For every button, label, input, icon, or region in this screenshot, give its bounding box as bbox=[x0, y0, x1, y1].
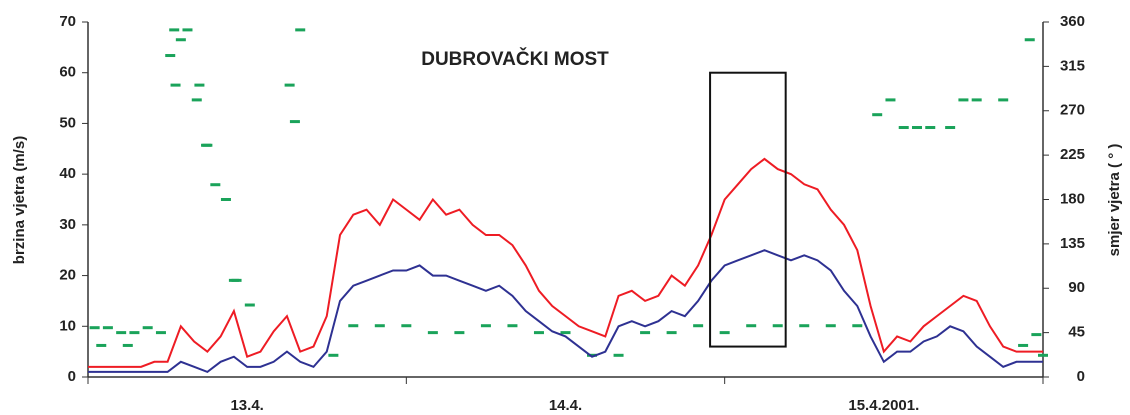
direction-point bbox=[142, 326, 153, 330]
direction-point bbox=[693, 324, 704, 328]
direction-point bbox=[945, 126, 956, 130]
direction-point bbox=[885, 98, 896, 102]
direction-point bbox=[613, 353, 624, 357]
highlight-box bbox=[709, 71, 787, 348]
direction-point bbox=[799, 324, 810, 328]
y-tick-label: 40 bbox=[59, 165, 76, 182]
direction-point bbox=[560, 331, 571, 335]
direction-point bbox=[102, 326, 113, 330]
direction-point bbox=[1031, 333, 1042, 337]
direction-point bbox=[122, 343, 133, 347]
y2-tick-label: 135 bbox=[1060, 235, 1085, 252]
direction-point bbox=[182, 28, 193, 32]
direction-point bbox=[89, 326, 100, 330]
y-tick-label: 10 bbox=[59, 317, 76, 334]
y2-tick-label: 0 bbox=[1077, 368, 1085, 385]
direction-point bbox=[348, 324, 359, 328]
y2-tick-label: 360 bbox=[1060, 13, 1085, 30]
direction-point bbox=[925, 126, 936, 130]
y2-axis-label: smjer vjetra ( ° ) bbox=[1106, 144, 1123, 257]
direction-point bbox=[454, 331, 465, 335]
y-tick-label: 60 bbox=[59, 64, 76, 81]
direction-point bbox=[427, 331, 438, 335]
direction-point bbox=[231, 278, 242, 282]
y-tick-label: 50 bbox=[59, 114, 76, 131]
direction-point bbox=[295, 28, 306, 32]
y-tick-label: 30 bbox=[59, 216, 76, 233]
y2-tick-label: 315 bbox=[1060, 57, 1085, 74]
direction-point bbox=[852, 324, 863, 328]
direction-point bbox=[971, 98, 982, 102]
direction-point bbox=[191, 98, 202, 102]
direction-point bbox=[210, 183, 221, 187]
direction-point bbox=[201, 143, 212, 147]
y2-tick-label: 90 bbox=[1068, 279, 1085, 296]
y2-tick-label: 45 bbox=[1068, 324, 1085, 341]
y-tick-label: 0 bbox=[68, 368, 76, 385]
y-axis-label: brzina vjetra (m/s) bbox=[11, 136, 28, 264]
direction-point bbox=[194, 83, 205, 87]
direction-point bbox=[169, 28, 180, 32]
y-tick-label: 20 bbox=[59, 267, 76, 284]
y2-tick-label: 225 bbox=[1060, 146, 1085, 163]
direction-point bbox=[507, 324, 518, 328]
direction-point bbox=[244, 303, 255, 307]
y2-tick-label: 270 bbox=[1060, 102, 1085, 119]
direction-point bbox=[825, 324, 836, 328]
direction-point bbox=[480, 324, 491, 328]
direction-point bbox=[640, 331, 651, 335]
direction-point bbox=[96, 343, 107, 347]
direction-point bbox=[746, 324, 757, 328]
x-tick-label: 13.4. bbox=[230, 397, 263, 414]
direction-point bbox=[129, 331, 140, 335]
direction-point bbox=[1038, 353, 1048, 357]
direction-point bbox=[328, 353, 339, 357]
direction-point bbox=[719, 331, 730, 335]
direction-point bbox=[374, 324, 385, 328]
direction-point bbox=[998, 98, 1009, 102]
speed-line bbox=[88, 157, 1043, 368]
direction-point bbox=[666, 331, 677, 335]
direction-point bbox=[872, 113, 883, 117]
direction-point bbox=[170, 83, 181, 87]
direction-point bbox=[587, 353, 598, 357]
x-tick-label: 15.4.2001. bbox=[848, 397, 919, 414]
y2-tick-label: 180 bbox=[1060, 190, 1085, 207]
y-tick-label: 70 bbox=[59, 13, 76, 30]
direction-point bbox=[958, 98, 969, 102]
direction-point bbox=[1018, 343, 1029, 347]
chart-title: DUBROVAČKI MOST bbox=[421, 48, 609, 70]
direction-point bbox=[401, 324, 412, 328]
direction-point bbox=[1024, 38, 1035, 42]
direction-point bbox=[284, 83, 295, 87]
direction-point bbox=[220, 198, 231, 201]
direction-point bbox=[533, 331, 544, 335]
direction-point bbox=[898, 126, 909, 130]
direction-point bbox=[911, 126, 922, 130]
speed-line bbox=[88, 249, 1043, 374]
direction-point bbox=[165, 54, 176, 58]
direction-point bbox=[289, 120, 300, 124]
direction-point bbox=[772, 324, 783, 328]
x-tick-label: 14.4. bbox=[549, 397, 582, 414]
direction-point bbox=[155, 331, 166, 335]
direction-point bbox=[175, 38, 186, 42]
direction-point bbox=[116, 331, 127, 335]
